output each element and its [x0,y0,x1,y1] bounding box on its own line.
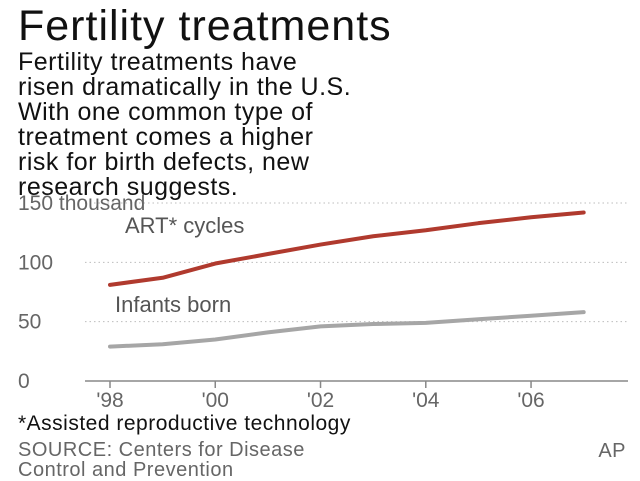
footnote: *Assisted reproductive technology [18,412,351,435]
source-line: SOURCE: Centers for Disease [18,439,305,461]
x-tick-label: '06 [517,389,544,410]
series-line [108,210,586,287]
y-tick-label: 50 [18,311,41,334]
x-tick-label: '00 [202,389,229,410]
chart-title: Fertility treatments [18,2,392,50]
x-tick-label: '02 [307,389,334,410]
y-tick-label: 150 thousand [18,192,145,215]
x-tick-label: '98 [96,389,123,410]
series-label: ART* cycles [125,213,244,238]
line-chart: 150 thousand 100 50 0 '98 '00 '02 '04 '06 ART* cy… [18,192,628,410]
series-label: Infants born [115,292,231,317]
y-tick-label: 100 [18,251,53,274]
subtitle-line: treatment comes a higher [18,123,314,151]
y-tick-label: 0 [18,370,30,393]
source-line: Control and Prevention [18,459,234,481]
source-note: SOURCE: Centers for Disease Control and … [18,440,305,480]
chart-subtitle: Fertility treatments have risen dramatic… [18,50,628,200]
subtitle-line: Fertility treatments have [18,48,298,76]
series-line [108,310,586,349]
subtitle-line: risen dramatically in the U.S. [18,73,352,101]
credit-label: AP [598,440,626,462]
subtitle-line: risk for birth defects, new [18,148,310,176]
subtitle-line: research suggests. [18,173,239,201]
x-tick-label: '04 [412,389,440,410]
subtitle-line: With one common type of [18,98,313,126]
